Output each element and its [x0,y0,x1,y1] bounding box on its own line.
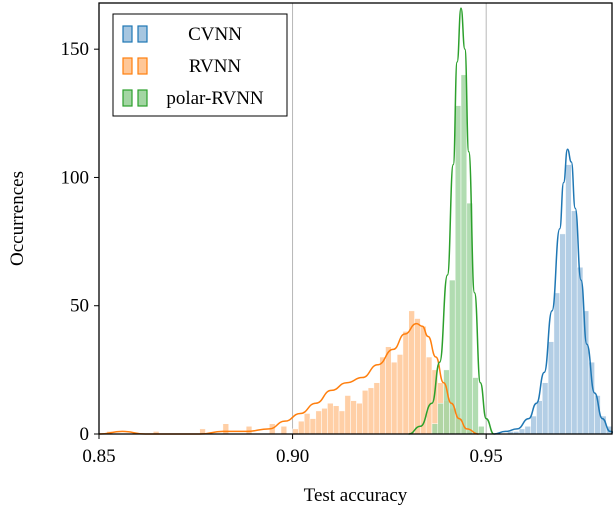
bar-polar-rvnn [472,377,479,435]
bar-rvnn [245,426,253,435]
bar-rvnn [391,361,398,435]
legend-swatch-cvnn [122,25,133,43]
x-tick-label: 0.85 [82,446,115,467]
bar-cvnn [559,233,566,435]
legend: CVNN RVNN polar-RVNN [112,13,288,117]
legend-label-polar-rvnn: polar-RVNN [166,88,264,109]
x-axis-ticks: 0.85 0.90 0.95 [82,434,503,467]
bar-rvnn [385,346,392,435]
legend-swatch-rvnn [137,57,148,75]
bar-cvnn [524,426,531,435]
bar-rvnn [414,318,421,435]
bar-rvnn [367,387,375,435]
y-axis-label: Occurrences [7,171,28,266]
bar-rvnn [373,382,380,435]
bar-polar-rvnn [437,402,444,435]
bar-rvnn [344,395,351,435]
legend-swatch-polar-rvnn [137,89,148,107]
bar-polar-rvnn [449,279,456,435]
bar-cvnn [571,210,578,435]
bar-rvnn [309,418,317,435]
bar-cvnn [576,266,584,435]
legend-label-cvnn: CVNN [188,24,242,45]
legend-swatch-rvnn [122,57,133,75]
bar-rvnn [356,402,363,435]
x-tick-label: 0.90 [276,446,309,467]
x-axis-label: Test accuracy [304,485,408,506]
bar-rvnn [327,402,334,435]
bar-polar-rvnn [431,423,439,435]
legend-label-rvnn: RVNN [189,56,242,77]
bar-rvnn [379,356,386,435]
x-tick-label: 0.95 [470,446,503,467]
bar-cvnn [518,428,526,435]
kde-line-polar-rvnn [408,7,495,435]
y-tick-label: 0 [80,424,90,445]
kde-line-cvnn [493,148,613,435]
bar-rvnn [303,413,311,435]
bar-cvnn [582,310,590,435]
bar-rvnn [321,408,328,435]
legend-swatch-cvnn [137,25,148,43]
gridlines [292,3,487,434]
bar-cvnn [542,382,549,435]
bar-rvnn [402,331,409,435]
bar-polar-rvnn [443,369,450,435]
bar-cvnn [547,341,555,435]
bar-polar-rvnn [454,105,462,435]
histogram-bars [106,74,613,435]
bar-rvnn [338,410,346,435]
bar-rvnn [362,390,369,435]
bar-cvnn [565,164,572,435]
bar-polar-rvnn [478,426,485,435]
y-tick-label: 150 [61,39,90,60]
y-tick-label: 50 [70,296,89,317]
bar-rvnn [298,420,305,435]
y-axis-ticks: 0 50 100 150 [61,39,99,445]
bar-rvnn [222,423,229,435]
bar-rvnn [292,428,299,435]
bar-rvnn [315,410,322,435]
plot-frame [98,2,613,435]
bar-rvnn [396,354,404,435]
bar-rvnn [332,405,340,435]
bar-cvnn [536,400,543,435]
bar-rvnn [350,400,357,435]
bar-rvnn [425,356,433,435]
bar-polar-rvnn [460,74,468,435]
bar-cvnn [530,415,537,435]
bar-cvnn [553,292,560,435]
legend-swatch-polar-rvnn [122,89,133,107]
bar-rvnn [280,426,288,435]
y-tick-label: 100 [61,167,90,188]
